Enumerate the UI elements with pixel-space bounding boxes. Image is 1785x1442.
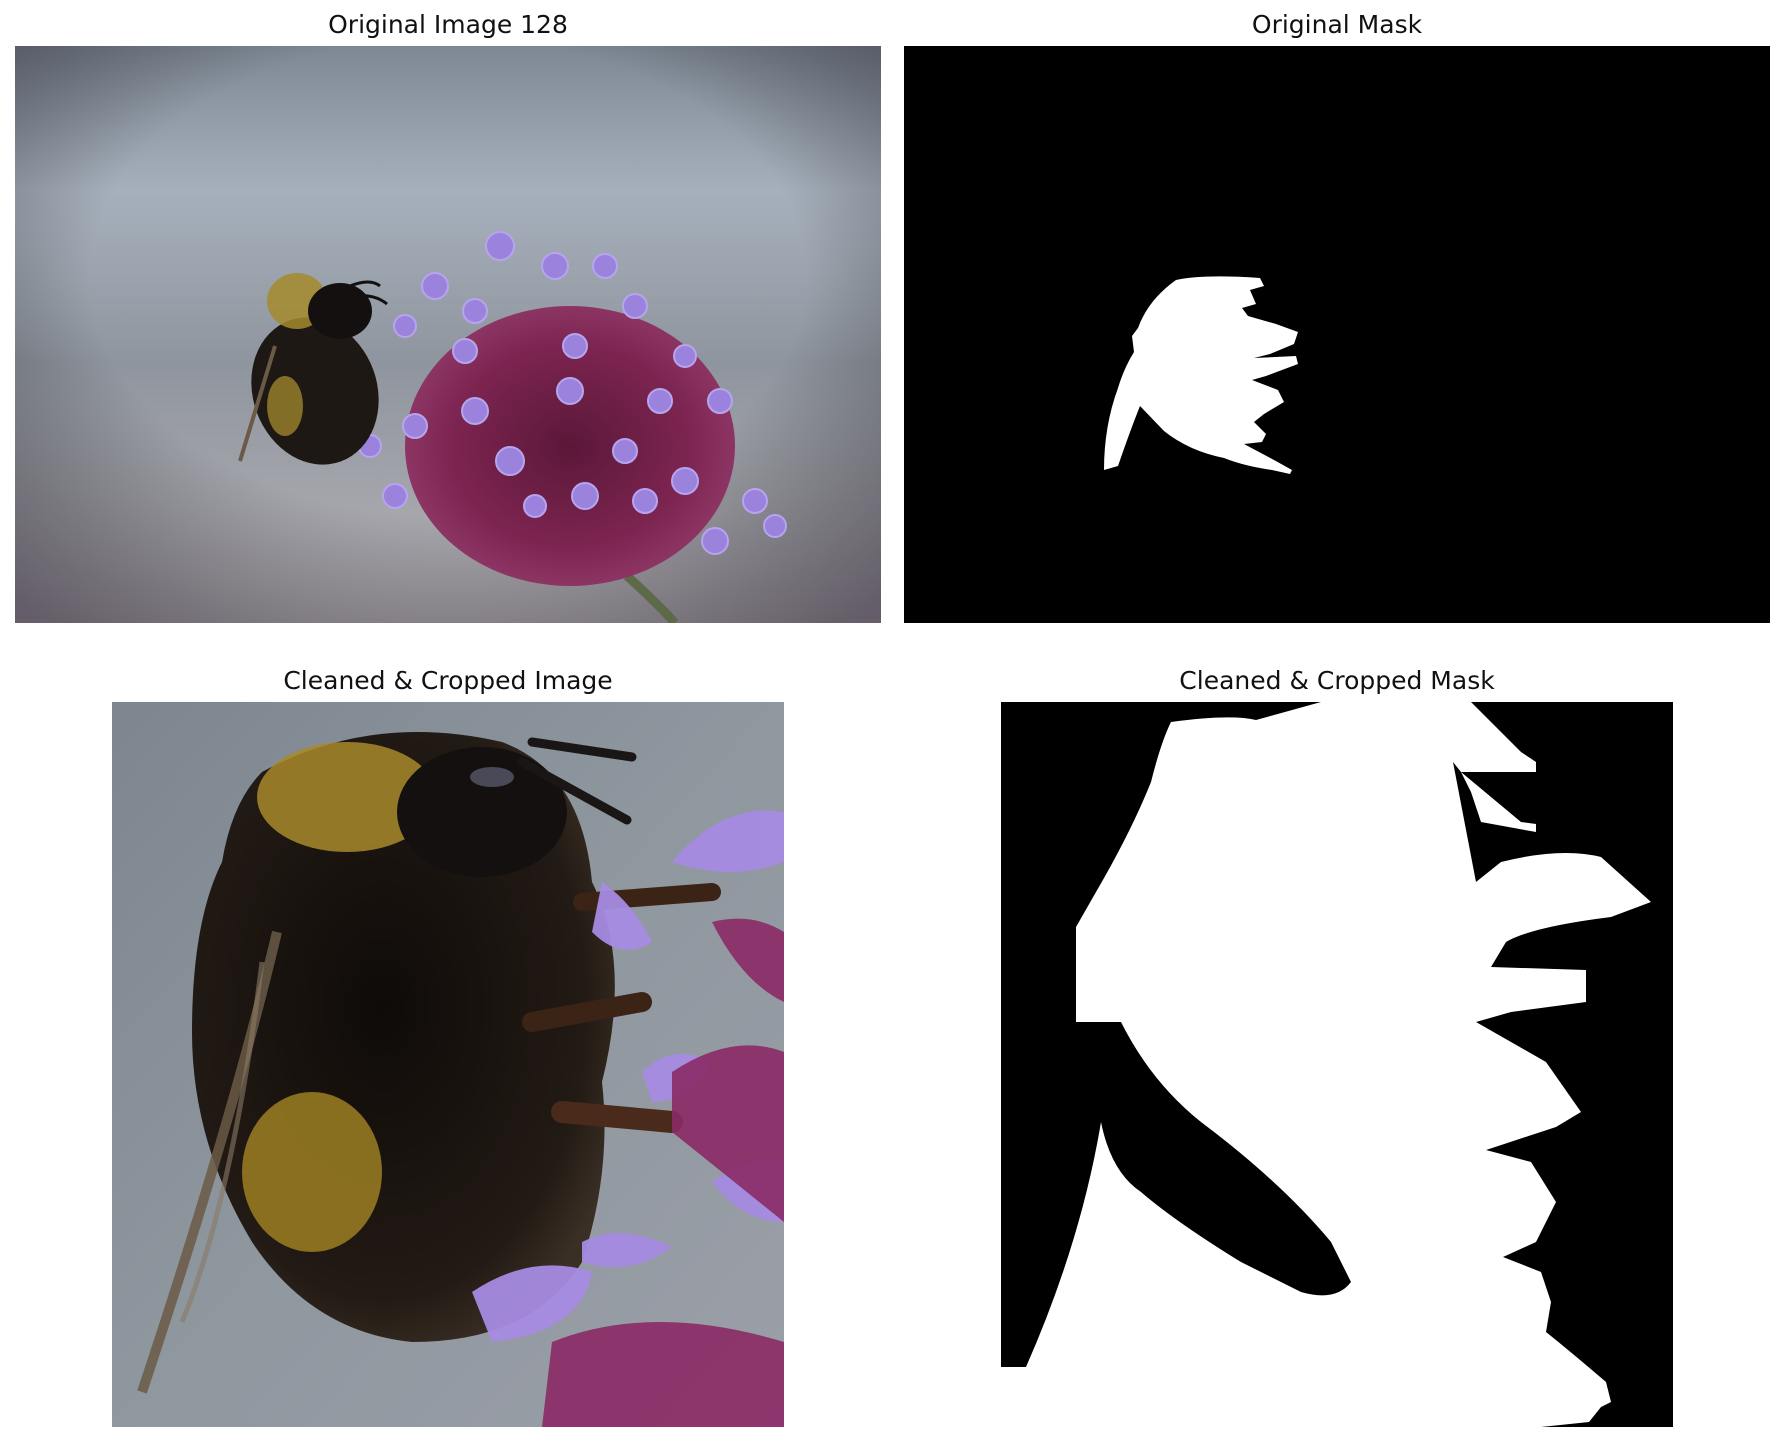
panel-title-cleaned-mask: Cleaned & Cropped Mask	[1179, 666, 1495, 695]
cleaned-mask-shape	[1001, 702, 1673, 1427]
original-mask-panel	[904, 46, 1770, 623]
cleaned-mask-panel	[1001, 702, 1673, 1427]
original-mask-shape	[904, 46, 1770, 623]
panel-title-original-mask: Original Mask	[1251, 10, 1423, 39]
cleaned-image-panel	[112, 702, 784, 1427]
panel-title-original-image: Original Image 128	[328, 10, 568, 39]
cleaned-image-photo	[112, 702, 784, 1427]
original-image-photo	[15, 46, 881, 623]
bee-figure	[238, 273, 388, 465]
panel-title-cleaned-image: Cleaned & Cropped Image	[283, 666, 613, 695]
original-image-panel	[15, 46, 881, 623]
